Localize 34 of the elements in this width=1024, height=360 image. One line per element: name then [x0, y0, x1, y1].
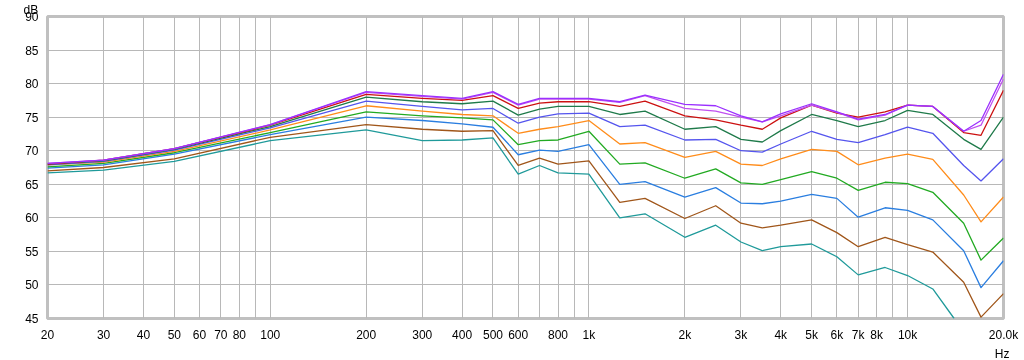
x-tick-label: 3k — [734, 327, 749, 342]
x-tick-label: 600 — [508, 327, 529, 342]
x-axis-title: Hz — [994, 346, 1010, 360]
x-tick-label: 5k — [805, 327, 819, 342]
y-tick-label: 75 — [25, 110, 39, 125]
x-tick-label: 7k — [851, 327, 866, 342]
y-tick-label: 55 — [25, 244, 39, 259]
y-tick-label: 80 — [25, 77, 39, 92]
y-tick-label: 85 — [25, 43, 39, 58]
x-tick-label: 20 — [40, 327, 55, 342]
x-tick-label: 1k — [582, 327, 597, 342]
x-tick-label: 100 — [260, 327, 281, 342]
x-tick-label: 500 — [482, 327, 504, 342]
x-tick-label: 10k — [897, 327, 919, 342]
x-tick-label: 70 — [214, 327, 228, 342]
y-tick-label: 45 — [25, 312, 39, 326]
x-tick-label: 4k — [774, 327, 789, 342]
x-tick-label: 300 — [412, 327, 433, 342]
x-tick-label: 8k — [870, 327, 885, 342]
x-tick-label: 30 — [96, 327, 111, 342]
x-tick-label: 60 — [192, 327, 207, 342]
x-tick-label: 2k — [678, 327, 693, 342]
x-tick-label: 200 — [356, 327, 377, 342]
y-tick-label: 50 — [25, 278, 39, 293]
y-tick-label: 70 — [25, 144, 39, 159]
x-tick-label: 400 — [452, 327, 473, 342]
x-tick-label: 80 — [232, 327, 247, 342]
x-tick-label: 800 — [548, 327, 569, 342]
x-tick-label: 50 — [167, 327, 182, 342]
y-tick-label: 60 — [25, 211, 39, 226]
x-tick-label: 20.0k — [988, 327, 1020, 342]
x-tick-label: 40 — [136, 327, 151, 342]
x-tick-label: 6k — [830, 327, 845, 342]
y-tick-label: 65 — [25, 177, 39, 192]
